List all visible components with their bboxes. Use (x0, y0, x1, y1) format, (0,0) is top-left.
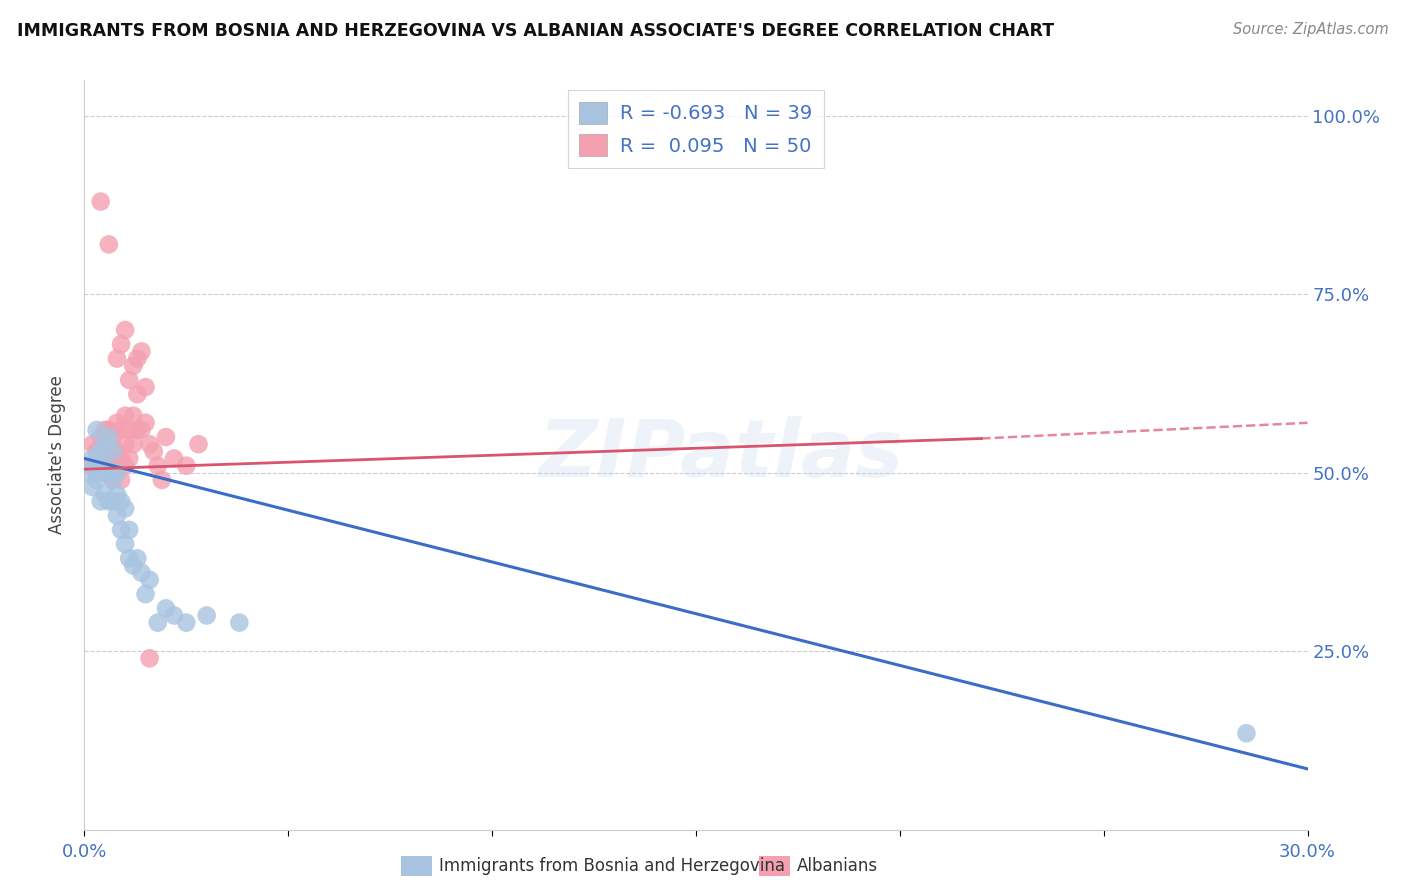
Point (114, 437, 136, 451)
Point (101, 430, 124, 444)
Point (135, 587, 157, 601)
Point (105, 487, 128, 501)
Point (131, 566, 153, 580)
Point (135, 380, 157, 394)
Point (93, 487, 115, 501)
Point (86, 473, 108, 487)
Point (127, 387, 149, 401)
Point (90, 466, 112, 480)
Point (118, 523, 141, 537)
Point (114, 458, 136, 473)
Point (118, 551, 141, 566)
Point (105, 466, 128, 480)
Point (174, 458, 197, 473)
Point (174, 615, 197, 630)
Point (97, 494, 120, 508)
Point (86, 423, 108, 437)
Point (135, 416, 157, 430)
Point (93, 458, 115, 473)
Point (77, 466, 100, 480)
Point (1236, 726, 1258, 740)
Point (155, 601, 177, 615)
Point (82, 480, 104, 494)
Point (163, 608, 186, 623)
Point (228, 615, 250, 630)
Point (90, 194, 112, 209)
Point (146, 615, 169, 630)
Point (97, 466, 120, 480)
Point (90, 494, 112, 508)
Point (127, 351, 149, 366)
Point (77, 458, 100, 473)
Point (138, 651, 160, 665)
Point (122, 558, 145, 573)
Point (82, 458, 104, 473)
Point (90, 444, 112, 458)
Point (90, 430, 112, 444)
Point (187, 437, 209, 451)
Point (82, 437, 104, 451)
Point (110, 423, 132, 437)
Point (138, 573, 160, 587)
Point (142, 444, 165, 458)
Point (110, 523, 132, 537)
Point (163, 451, 186, 466)
Point (131, 423, 153, 437)
Point (101, 444, 124, 458)
Point (82, 451, 104, 466)
Text: Source: ZipAtlas.com: Source: ZipAtlas.com (1233, 22, 1389, 37)
Point (110, 494, 132, 508)
Point (93, 437, 115, 451)
Point (131, 344, 153, 359)
Point (138, 437, 160, 451)
Point (110, 337, 132, 351)
Point (146, 458, 169, 473)
Text: Immigrants from Bosnia and Herzegovina: Immigrants from Bosnia and Herzegovina (439, 857, 785, 875)
Point (97, 451, 120, 466)
Point (127, 423, 149, 437)
Point (101, 473, 124, 487)
Y-axis label: Associate's Degree: Associate's Degree (48, 376, 66, 534)
Point (118, 373, 141, 387)
Point (101, 494, 124, 508)
Text: Albanians: Albanians (797, 857, 879, 875)
Point (97, 237, 120, 252)
Point (127, 551, 149, 566)
Point (105, 444, 128, 458)
Point (195, 608, 218, 623)
Point (97, 466, 120, 480)
Point (86, 466, 108, 480)
Point (105, 416, 128, 430)
Point (97, 430, 120, 444)
Text: ZIPatlas: ZIPatlas (538, 416, 903, 494)
Point (150, 473, 173, 487)
Text: IMMIGRANTS FROM BOSNIA AND HERZEGOVINA VS ALBANIAN ASSOCIATE'S DEGREE CORRELATIO: IMMIGRANTS FROM BOSNIA AND HERZEGOVINA V… (17, 22, 1054, 40)
Point (122, 359, 145, 373)
Point (110, 451, 132, 466)
Point (118, 451, 141, 466)
Point (86, 458, 108, 473)
Point (118, 423, 141, 437)
Point (114, 501, 136, 516)
Point (122, 437, 145, 451)
Point (90, 458, 112, 473)
Point (105, 351, 128, 366)
Point (110, 473, 132, 487)
Point (101, 473, 124, 487)
Point (114, 537, 136, 551)
Point (101, 451, 124, 466)
Point (155, 430, 177, 444)
Point (105, 508, 128, 523)
Legend: R = -0.693   N = 39, R =  0.095   N = 50: R = -0.693 N = 39, R = 0.095 N = 50 (568, 90, 824, 168)
Point (86, 444, 108, 458)
Point (93, 423, 115, 437)
Point (93, 458, 115, 473)
Point (114, 323, 136, 337)
Point (114, 409, 136, 423)
Point (122, 409, 145, 423)
Point (97, 423, 120, 437)
